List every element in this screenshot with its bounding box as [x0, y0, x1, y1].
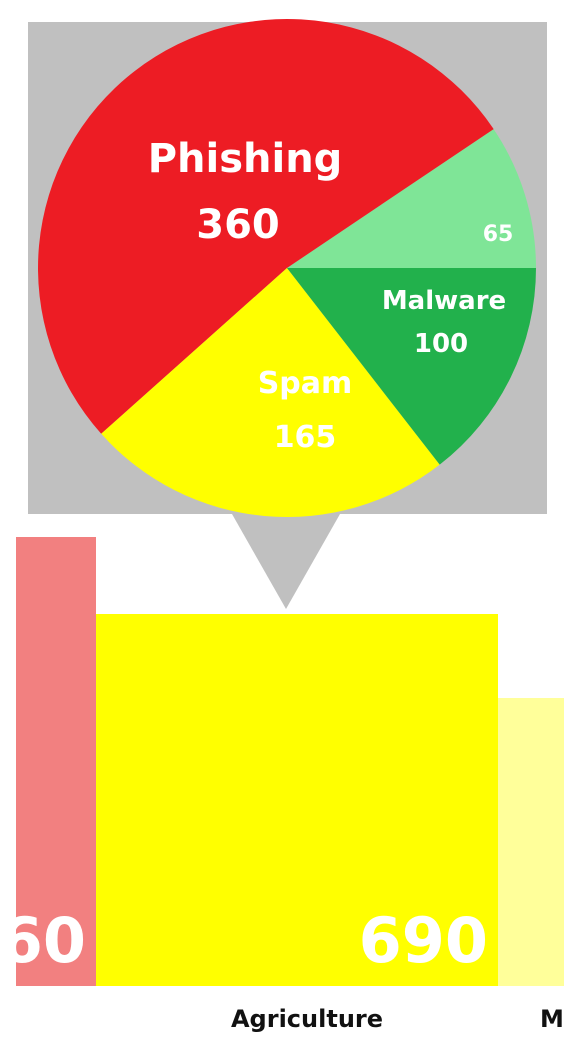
slice-value-malware: 100	[414, 329, 468, 359]
bar-chart: 60 690 Agriculture M	[0, 537, 564, 1033]
slice-value-spam: 165	[274, 420, 337, 455]
bar-value-label-left: 60	[0, 904, 86, 977]
slice-label-phishing: Phishing	[148, 136, 343, 182]
pie-chart	[38, 19, 536, 517]
bar-partial-left[interactable]	[16, 537, 96, 986]
slice-phishing[interactable]	[38, 19, 494, 434]
tooltip-pointer	[232, 514, 340, 609]
bar-agriculture[interactable]	[96, 614, 498, 986]
bar-value-label-agriculture: 690	[359, 904, 488, 977]
pie-tooltip: Phishing 360 65 Malware 100 Spam 165	[28, 19, 547, 609]
slice-value-other: 65	[483, 222, 514, 247]
slice-spam[interactable]	[101, 268, 440, 517]
bar-partial-right[interactable]	[498, 698, 564, 986]
slice-other[interactable]	[287, 129, 536, 268]
slice-value-phishing: 360	[196, 202, 280, 248]
pie-labels: Phishing 360 65 Malware 100 Spam 165	[148, 136, 514, 455]
slice-label-spam: Spam	[258, 366, 353, 401]
x-tick-label-partial-right: M	[540, 1005, 564, 1033]
slice-label-malware: Malware	[382, 286, 506, 316]
x-tick-label-agriculture: Agriculture	[231, 1005, 383, 1033]
slice-malware[interactable]	[287, 268, 536, 465]
